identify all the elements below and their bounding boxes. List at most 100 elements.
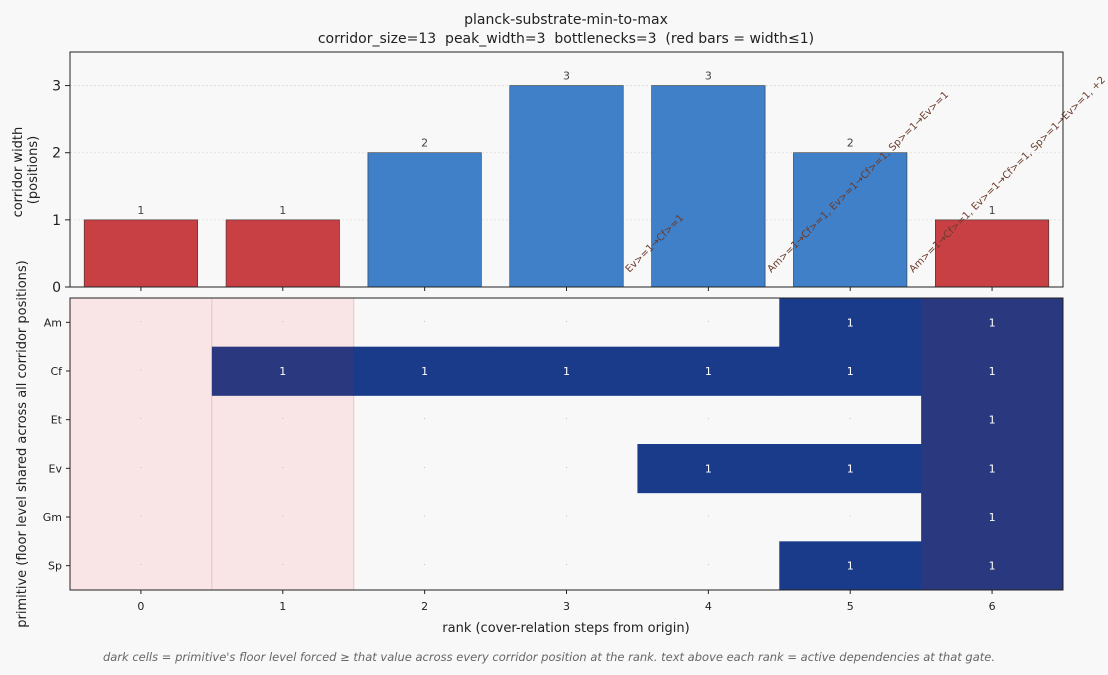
heatmap-cell <box>779 346 922 396</box>
bar-value-label: 3 <box>563 70 570 83</box>
heatmap-cell-labels: · · · · · 1 1 · 1 1 1 1 1 1 · · · · · · 1 · · · · 1 1 1 · · · · · · 1 · · · · ·… <box>140 316 996 572</box>
heatmap-x-axis-label: rank (cover-relation steps from origin) <box>442 621 689 636</box>
bar-value-label: 1 <box>279 204 286 217</box>
heatmap-cell <box>921 346 1064 396</box>
heatmap-zero-mark: · <box>282 317 285 326</box>
heatmap-x-tick-label: 6 <box>989 600 996 613</box>
heatmap-zero-mark: · <box>282 463 285 472</box>
heatmap-cell <box>495 346 638 396</box>
heatmap-x-tick-label: 0 <box>137 600 144 613</box>
heatmap-zero-mark: · <box>707 317 710 326</box>
bottleneck-column-shade <box>211 297 355 591</box>
bar-value-label: 1 <box>989 204 996 217</box>
heatmap-x-tick-label: 4 <box>705 600 712 613</box>
bar-value-label: 2 <box>847 137 854 150</box>
bar-value-labels: 1 1 2 3 3 2 1 <box>137 70 995 217</box>
heatmap-cell-label: 1 <box>989 316 996 329</box>
bar <box>367 152 482 288</box>
heatmap-y-axis-label: primitive (floor level shared across all… <box>15 260 30 627</box>
heatmap-y-tick-label: Am <box>44 316 62 329</box>
heatmap-x-tick-label: 3 <box>563 600 570 613</box>
bar-y-tick-label: 1 <box>52 213 61 229</box>
heatmap-y-tick-label: Sp <box>48 560 62 573</box>
heatmap-cell-label: 1 <box>989 560 996 573</box>
heatmap-cell-label: 1 <box>563 365 570 378</box>
heatmap-y-tick-label: Gm <box>43 511 62 524</box>
bar-y-axis-label-line1: corridor width <box>11 127 26 218</box>
heatmap-zero-mark: · <box>565 463 568 472</box>
heatmap-zero-mark: · <box>423 561 426 570</box>
heatmap-zero-mark: · <box>423 512 426 521</box>
heatmap-cell-label: 1 <box>989 511 996 524</box>
heatmap-y-tick-label: Cf <box>50 365 63 378</box>
bottleneck-shading <box>69 297 355 591</box>
bar-y-ticks: 0 1 2 3 <box>52 79 70 296</box>
heatmap-x-tick-label: 5 <box>847 600 854 613</box>
heatmap-cell <box>779 298 922 348</box>
heatmap-cell <box>921 444 1064 494</box>
heatmap-cell <box>921 492 1064 542</box>
bar-value-label: 1 <box>137 204 144 217</box>
bottleneck-bar <box>225 219 340 288</box>
heatmap-cell-label: 1 <box>705 365 712 378</box>
heatmap-panel: · · · · · 1 1 · 1 1 1 1 1 1 · · · · · · 1 · · · · 1 1 1 · · · · · · 1 · · · · ·… <box>15 260 1064 636</box>
heatmap-cell <box>779 444 922 494</box>
footer-note: dark cells = primitive's floor level for… <box>103 650 995 664</box>
bottleneck-bar <box>935 219 1050 288</box>
chart-subtitle: corridor_size=13 peak_width=3 bottleneck… <box>318 31 814 47</box>
heatmap-cell <box>921 395 1064 445</box>
heatmap-zero-mark: · <box>707 561 710 570</box>
heatmap-cell-label: 1 <box>847 560 854 573</box>
heatmap-cell-label: 1 <box>279 365 286 378</box>
bar-chart-panel: 1 123 321 Ev>=1→Cf>=1 Am>=1→Cf>=1, Ev>=1→Cf… <box>11 51 1108 296</box>
heatmap-cell <box>921 298 1064 348</box>
heatmap-x-ticks: 0 1 2 3 4 5 6 <box>137 590 996 613</box>
heatmap-cells <box>211 298 1064 591</box>
heatmap-cell <box>211 346 355 396</box>
heatmap-y-ticks: Am Cf Et Ev Gm Sp <box>43 316 70 573</box>
heatmap-zero-mark: · <box>282 561 285 570</box>
heatmap-cell-label: 1 <box>847 462 854 475</box>
bar-value-label: 2 <box>421 137 428 150</box>
bar <box>509 85 624 288</box>
heatmap-zero-mark: · <box>849 512 852 521</box>
heatmap-zero-mark: · <box>140 512 143 521</box>
heatmap-zero-mark: · <box>282 512 285 521</box>
heatmap-cell <box>353 346 497 396</box>
heatmap-zero-mark: · <box>423 415 426 424</box>
heatmap-zero-mark: · <box>423 463 426 472</box>
bar-y-tick-label: 2 <box>52 146 61 162</box>
heatmap-cell-label: 1 <box>989 414 996 427</box>
bar-y-axis-label-line2: (positions) <box>26 136 41 204</box>
heatmap-cell-label: 1 <box>847 316 854 329</box>
heatmap-zero-mark: · <box>565 415 568 424</box>
heatmap-zero-mark: · <box>140 463 143 472</box>
heatmap-zero-mark: · <box>707 512 710 521</box>
heatmap-cell <box>637 346 780 396</box>
bar <box>651 85 766 288</box>
heatmap-zero-mark: · <box>565 317 568 326</box>
heatmap-y-tick-label: Et <box>51 414 63 427</box>
bar <box>793 152 908 288</box>
bar-value-label: 3 <box>705 70 712 83</box>
heatmap-zero-mark: · <box>282 415 285 424</box>
heatmap-zero-mark: · <box>423 317 426 326</box>
heatmap-zero-mark: · <box>707 415 710 424</box>
heatmap-y-tick-label: Ev <box>49 462 63 475</box>
heatmap-cell-label: 1 <box>989 462 996 475</box>
bottleneck-bar <box>83 219 198 288</box>
chart-title: planck-substrate-min-to-max <box>464 12 668 28</box>
heatmap-cell-label: 1 <box>705 462 712 475</box>
heatmap-cell <box>921 541 1064 591</box>
heatmap-cell-label: 1 <box>421 365 428 378</box>
heatmap-cell <box>779 541 922 591</box>
heatmap-zero-mark: · <box>140 366 143 375</box>
bars <box>83 85 1050 288</box>
bar-x-ticks <box>140 287 993 291</box>
bar-y-tick-label: 0 <box>52 280 61 296</box>
heatmap-cell <box>637 444 780 494</box>
bottleneck-column-shade <box>69 297 213 591</box>
heatmap-x-tick-label: 2 <box>421 600 428 613</box>
heatmap-zero-mark: · <box>849 415 852 424</box>
